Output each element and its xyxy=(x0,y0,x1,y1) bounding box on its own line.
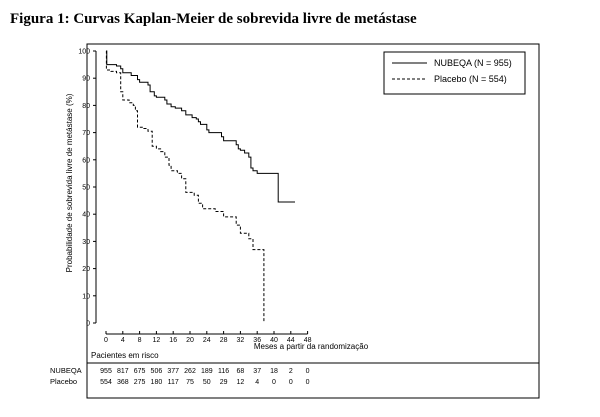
risk-cell: 2 xyxy=(289,368,293,375)
x-tick-label: 4 xyxy=(121,337,125,344)
legend-box xyxy=(383,51,526,95)
x-tick-label: 28 xyxy=(220,337,228,344)
y-tick-label: 90 xyxy=(82,76,90,83)
x-tick-label: 16 xyxy=(169,337,177,344)
risk-cell: 675 xyxy=(134,368,146,375)
x-tick-label: 36 xyxy=(253,337,261,344)
x-tick-label: 48 xyxy=(304,337,312,344)
survival-curves xyxy=(105,50,295,323)
risk-cell: 12 xyxy=(237,379,245,386)
risk-row-label: Placebo xyxy=(50,377,77,386)
risk-cell: 817 xyxy=(117,368,129,375)
legend: NUBEQA (N = 955) Placebo (N = 554) xyxy=(383,51,526,95)
risk-row-label: NUBEQA xyxy=(50,366,82,375)
risk-cell: 4 xyxy=(255,379,259,386)
risk-cell: 0 xyxy=(289,379,293,386)
x-tick-label: 32 xyxy=(237,337,245,344)
legend-entry: NUBEQA (N = 955) xyxy=(434,58,512,68)
y-tick-label: 40 xyxy=(82,212,90,219)
y-tick-label: 100 xyxy=(78,49,90,56)
risk-cell: 554 xyxy=(100,379,112,386)
risk-cell: 50 xyxy=(203,379,211,386)
risk-cell: 117 xyxy=(168,379,179,386)
x-tick-label: 44 xyxy=(287,337,295,344)
y-axis-label: Probabilidade de sobrevida livre de metá… xyxy=(65,93,74,272)
risk-cell: 29 xyxy=(220,379,228,386)
risk-cell: 75 xyxy=(186,379,194,386)
legend-entry: Placebo (N = 554) xyxy=(434,74,507,84)
x-axis-label: Meses a partir da randomização xyxy=(254,342,369,351)
x-tick-label: 20 xyxy=(186,337,194,344)
risk-cell: 377 xyxy=(167,368,179,375)
placebo-curve xyxy=(105,50,265,323)
risk-cell: 506 xyxy=(151,368,163,375)
risk-table: NUBEQA 955 817 675 506 377 262 189 116 68 37 18 2 0 Pl… xyxy=(50,362,539,386)
y-tick-label: 80 xyxy=(82,103,90,110)
risk-cell: 37 xyxy=(253,368,261,375)
risk-cell: 955 xyxy=(100,368,112,375)
risk-table-header: Pacientes em risco xyxy=(91,351,159,360)
risk-cell: 0 xyxy=(272,379,276,386)
risk-cell: 0 xyxy=(306,368,310,375)
plot-frame xyxy=(86,43,540,399)
risk-cell: 180 xyxy=(151,379,163,386)
risk-cell: 0 xyxy=(306,379,310,386)
y-tick-label: 50 xyxy=(82,185,90,192)
nubeqa-curve xyxy=(106,50,295,203)
risk-cell: 262 xyxy=(184,368,196,375)
y-tick-label: 0 xyxy=(86,321,90,328)
risk-cell: 116 xyxy=(218,368,229,375)
risk-cell: 189 xyxy=(201,368,213,375)
x-tick-label: 12 xyxy=(153,337,161,344)
y-tick-label: 60 xyxy=(82,157,90,164)
x-tick-label: 40 xyxy=(270,337,278,344)
figure-title: Figura 1: Curvas Kaplan-Meier de sobrevi… xyxy=(10,11,417,27)
x-axis: 0 4 8 12 16 20 24 28 32 36 40 44 48 xyxy=(104,331,312,344)
y-tick-label: 70 xyxy=(82,130,90,137)
y-axis: 0 10 20 30 40 50 60 70 80 90 100 xyxy=(78,49,97,328)
risk-cell: 368 xyxy=(117,379,129,386)
risk-cell: 275 xyxy=(134,379,146,386)
x-tick-label: 0 xyxy=(104,337,108,344)
risk-cell: 68 xyxy=(237,368,245,375)
risk-cell: 18 xyxy=(270,368,278,375)
y-tick-label: 30 xyxy=(82,239,90,246)
y-tick-label: 10 xyxy=(82,293,90,300)
x-tick-label: 24 xyxy=(203,337,211,344)
x-tick-label: 8 xyxy=(138,337,142,344)
y-tick-label: 20 xyxy=(82,266,90,273)
